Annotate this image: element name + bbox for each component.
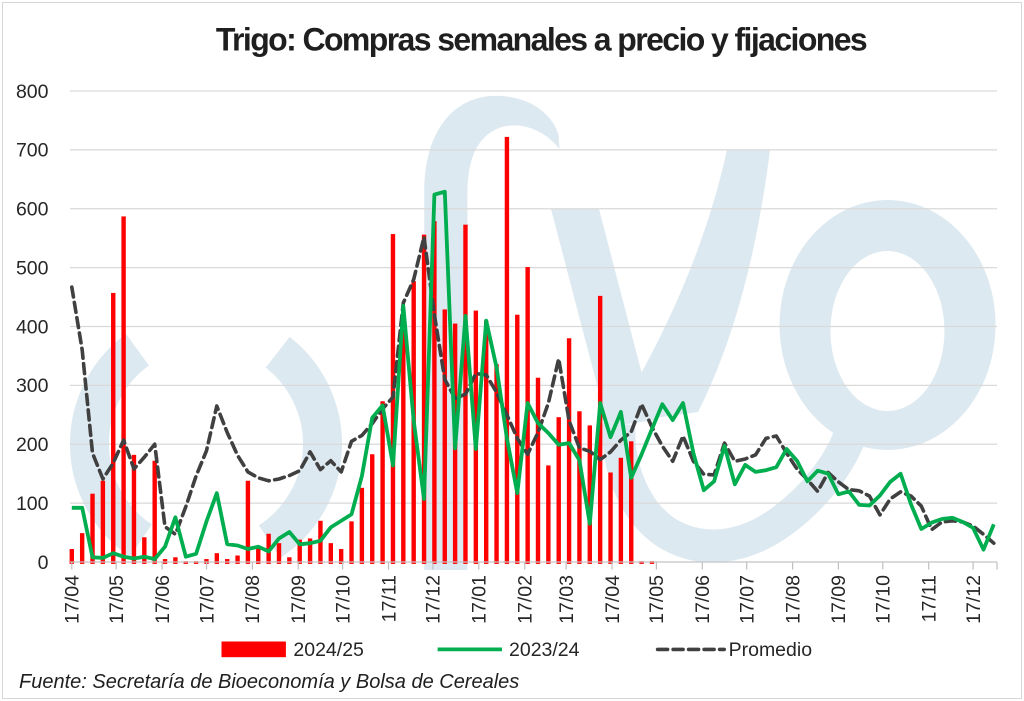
svg-text:100: 100 [16,493,49,515]
svg-text:700: 700 [16,140,49,162]
svg-text:17/05: 17/05 [646,575,668,624]
svg-text:17/11: 17/11 [919,575,941,622]
svg-text:500: 500 [16,257,49,279]
svg-text:17/09: 17/09 [828,575,850,624]
svg-text:Promedio: Promedio [729,639,813,661]
svg-text:17/11: 17/11 [378,575,400,622]
svg-text:17/09: 17/09 [288,575,310,624]
svg-text:17/08: 17/08 [782,575,804,624]
svg-text:17/01: 17/01 [469,575,491,624]
svg-text:300: 300 [16,375,49,397]
svg-text:17/12: 17/12 [423,575,445,624]
svg-text:17/12: 17/12 [963,575,985,624]
svg-text:17/07: 17/07 [196,575,218,624]
svg-text:400: 400 [16,316,49,338]
svg-text:17/03: 17/03 [556,575,578,624]
svg-text:2024/25: 2024/25 [293,639,364,661]
svg-text:Trigo: Compras semanales a pre: Trigo: Compras semanales a precio y fija… [216,22,867,58]
svg-text:17/04: 17/04 [602,575,624,624]
svg-text:Fuente: Secretaría de Bioecono: Fuente: Secretaría de Bioeconomía y Bols… [19,671,519,693]
svg-text:600: 600 [16,199,49,221]
svg-text:17/07: 17/07 [737,575,759,624]
svg-text:0: 0 [38,552,49,574]
svg-text:17/04: 17/04 [62,575,84,624]
svg-text:17/06: 17/06 [152,575,174,624]
svg-text:2023/24: 2023/24 [509,639,580,661]
svg-text:17/08: 17/08 [242,575,264,624]
svg-text:17/06: 17/06 [692,575,714,624]
svg-text:200: 200 [16,434,49,456]
svg-text:17/10: 17/10 [873,575,895,624]
svg-text:17/10: 17/10 [332,575,354,624]
svg-text:17/05: 17/05 [106,575,128,624]
svg-text:17/02: 17/02 [515,575,537,624]
svg-text:800: 800 [16,81,49,103]
